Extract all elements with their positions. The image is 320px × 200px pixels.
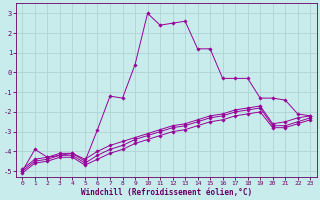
X-axis label: Windchill (Refroidissement éolien,°C): Windchill (Refroidissement éolien,°C)	[81, 188, 252, 197]
